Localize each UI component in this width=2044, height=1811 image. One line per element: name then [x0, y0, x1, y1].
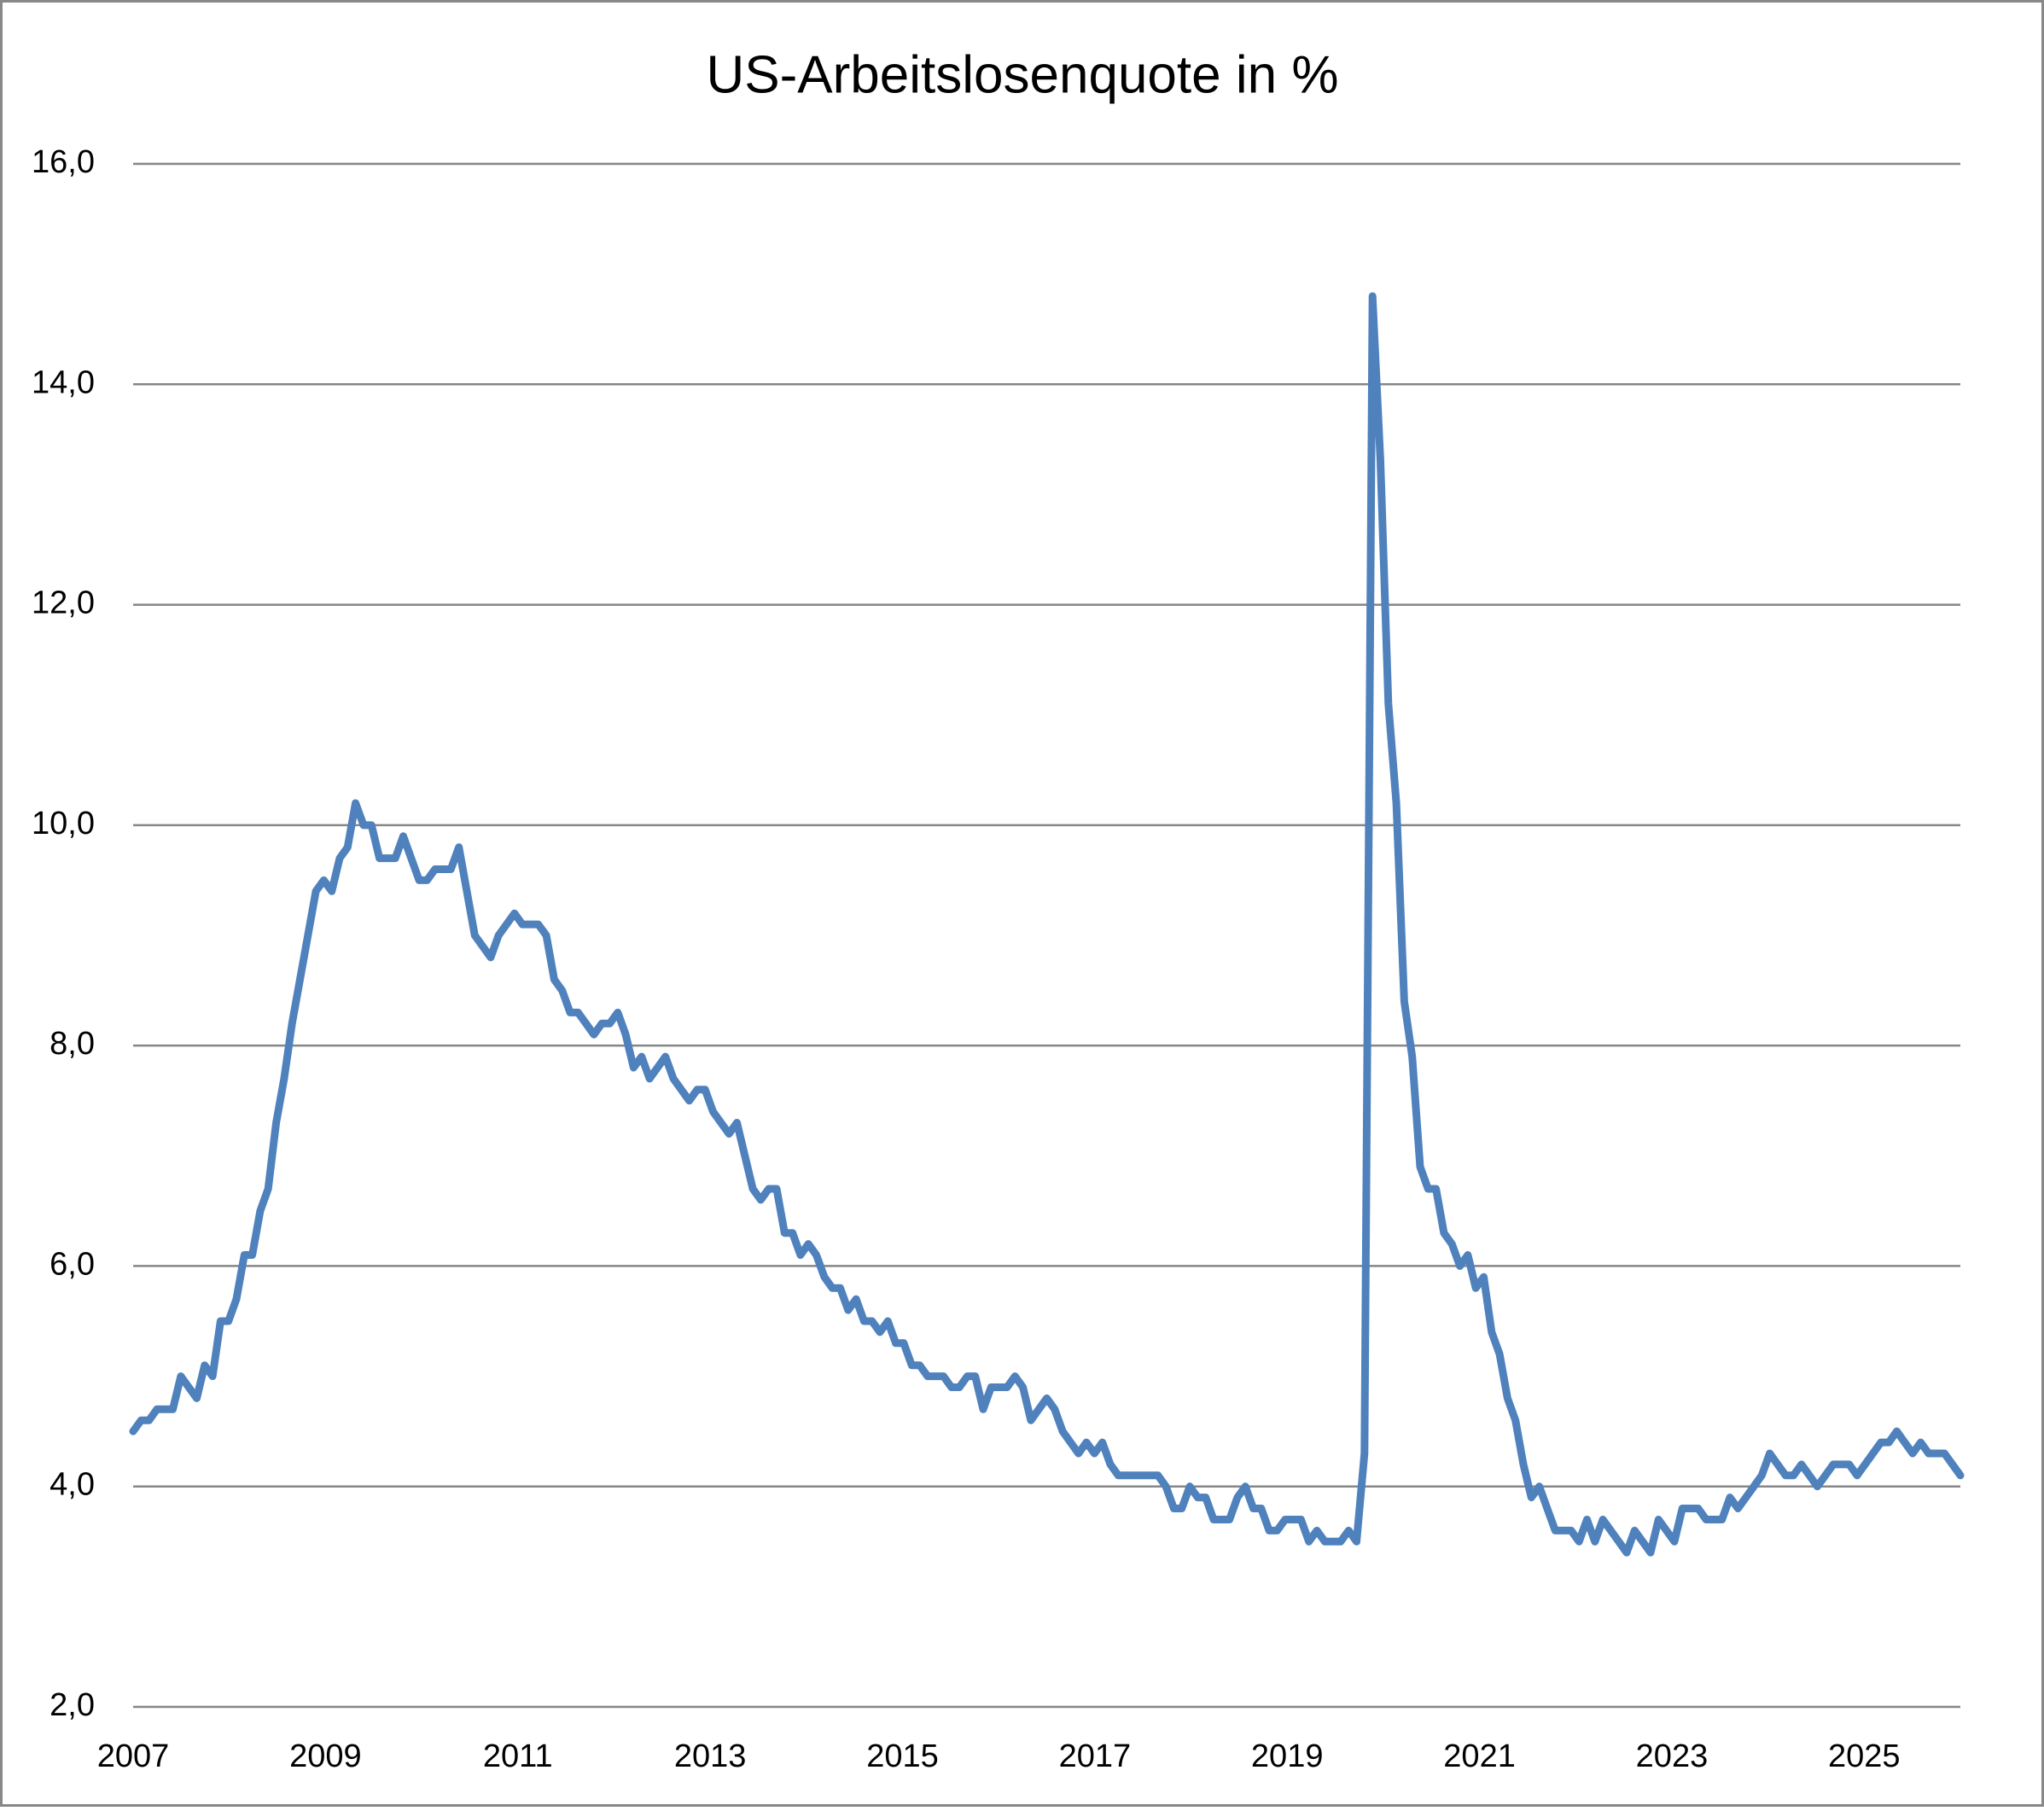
y-tick-label: 10,0 — [32, 806, 95, 841]
x-tick-label: 2019 — [1251, 1738, 1324, 1774]
y-tick-label: 16,0 — [32, 144, 95, 180]
y-tick-label: 14,0 — [32, 364, 95, 400]
x-tick-label: 2023 — [1636, 1738, 1709, 1774]
x-tick-label: 2013 — [674, 1738, 747, 1774]
y-tick-label: 2,0 — [49, 1687, 95, 1723]
x-tick-label: 2017 — [1059, 1738, 1132, 1774]
x-tick-label: 2025 — [1828, 1738, 1901, 1774]
chart-title: US-Arbeitslosenquote in % — [707, 45, 1339, 104]
x-tick-label: 2009 — [289, 1738, 362, 1774]
y-tick-label: 4,0 — [49, 1467, 95, 1503]
x-tick-label: 2007 — [97, 1738, 170, 1774]
x-tick-label: 2011 — [483, 1738, 553, 1774]
y-tick-label: 6,0 — [49, 1246, 95, 1282]
data-line — [129, 292, 1965, 1557]
x-tick-label: 2015 — [866, 1738, 939, 1774]
x-tick-label: 2021 — [1443, 1738, 1516, 1774]
y-tick-label: 12,0 — [32, 585, 95, 621]
y-tick-label: 8,0 — [49, 1026, 95, 1062]
